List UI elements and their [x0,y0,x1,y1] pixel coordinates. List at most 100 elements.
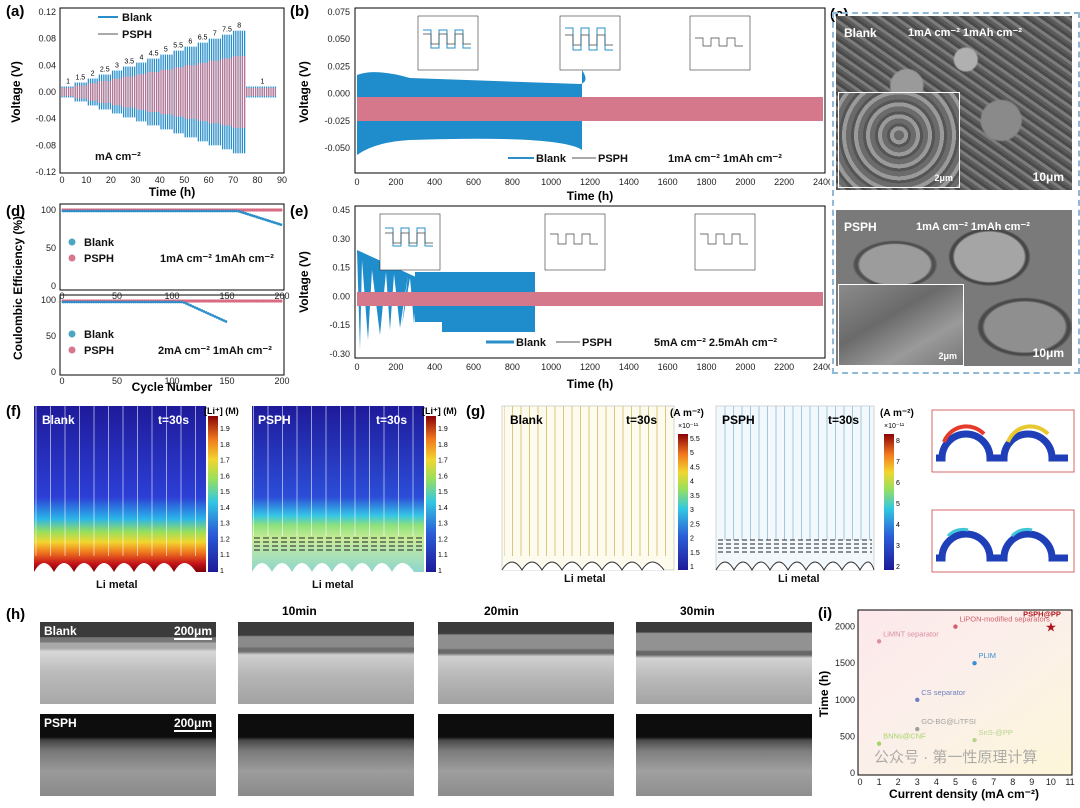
ce-point-blank [215,316,219,319]
x-tick-label: 1400 [619,177,639,187]
ce-point-psph [186,299,191,303]
panel-g-psph-surface [715,561,875,572]
panel-f-psph-time: t=30s [376,413,407,427]
sem-psph-inset: 2μm [838,284,964,366]
panel-e-ylabel: Voltage (V) [297,251,311,313]
ce-point-psph [279,208,283,212]
panel-g-3d-models [931,409,1075,573]
ce-point-blank [259,216,263,220]
x-tick-label: 10 [81,175,91,185]
colorbar-tick: 1.6 [220,473,230,480]
ce-point-psph [200,299,204,303]
ce-point-psph [277,299,281,303]
ce-point-blank [206,312,210,315]
point-label: PSPH@PP [1023,610,1061,619]
panel-g-figure: (g) Blank t=30s Li metal (A m⁻²) ×10⁻¹¹ … [466,403,1075,585]
ce-point-psph [222,299,226,303]
ce-point-blank [222,319,226,322]
ce-point-psph [250,299,254,303]
photo-blank-label: Blank [44,624,77,638]
x-tick-label: 400 [427,177,442,187]
ce-point-blank [255,215,259,219]
x-tick-label: 1000 [541,177,561,187]
ce-point-psph [250,208,254,212]
y-tick-label: 0.000 [327,89,350,99]
point-label: SnS-@PP [979,728,1013,737]
panel-f-colorbar-left-title: [Li⁺] (M) [204,406,239,416]
panel-g-blank-time: t=30s [626,413,657,427]
ce-point-psph [228,299,232,303]
data-point [915,726,920,732]
x-tick-label: 50 [112,376,122,386]
panel-d-bottom-condition: 2mA cm⁻² 1mAh cm⁻² [158,345,272,357]
rate-label: 7 [213,31,217,38]
panel-g-colorbar-left-ticks: 5.5 5 4.5 4 3.5 3 2.5 2 1.5 1 [690,436,700,571]
panel-d-xlabel: Cycle Number [132,380,213,394]
rate-label: 1.5 [75,75,85,82]
panel-e-insets [379,213,756,271]
y-tick-label: 0.04 [38,60,56,70]
x-tick-label: 1400 [619,362,639,372]
star-marker: ★ [1045,620,1057,635]
photo-blank-scale: 200μm [173,624,212,640]
ce-point-psph [211,299,215,303]
ce-point-blank [184,302,188,305]
sem-psph-inset-scale: 2μm [938,351,957,361]
ce-point-psph [259,299,263,303]
ce-point-psph [255,208,259,212]
colorbar-tick: 1 [690,564,694,571]
x-tick-label: 60 [204,175,214,185]
sem-psph-condition: 1mA cm⁻² 1mAh cm⁻² [916,221,1030,233]
ce-point-psph [263,299,268,303]
ce-point-blank [268,219,272,223]
ce-point-psph [202,299,206,303]
ce-point-blank [224,320,228,323]
panel-g-blank-li: Li metal [564,573,606,585]
ce-point-psph [257,299,261,303]
y-tick-label: -0.12 [35,167,56,177]
ce-point-psph [266,208,270,212]
x-tick-label: 20 [106,175,116,185]
panel-d-top-frame [59,203,285,291]
ce-point-psph [255,299,259,303]
colorbar-tick: 1.1 [220,552,230,559]
ce-point-psph [213,299,217,303]
x-tick-label: 150 [219,291,234,301]
y-tick-label: 500 [840,731,855,741]
panel-h-time-20: 20min [484,604,519,618]
ce-point-psph [268,208,272,212]
rate-label: 5 [164,47,168,54]
panel-g-colorbar-right-exp: ×10⁻¹¹ [884,423,905,430]
y-tick-label: 2000 [835,622,855,632]
ce-point-psph [191,299,195,303]
rate-label: 3.5 [124,59,134,66]
y-tick-label: 0.075 [327,7,350,17]
ce-point-blank [213,315,217,318]
legend-marker-psph [68,254,76,262]
panel-g-colorbar-left-exp: ×10⁻¹¹ [678,423,699,430]
li-metal-surface-blank [34,563,206,572]
photo-blank-20 [438,622,614,704]
photo-psph-10 [238,714,414,796]
x-tick-label: 1600 [658,362,678,372]
panel-g-psph-li: Li metal [778,573,820,585]
ce-point-psph [261,208,265,212]
photo-psph-20 [438,714,614,796]
ce-point-blank [270,220,274,224]
photo-psph-30 [636,714,812,796]
point-label: CS separator [921,688,966,697]
rate-label: 3 [115,63,119,70]
x-tick-label: 0 [59,291,64,301]
ce-point-blank [200,309,204,312]
rate-label: 8 [237,23,241,30]
panel-b-legend-blank: Blank [536,153,567,165]
panel-e-xlabel: Time (h) [567,377,613,391]
colorbar-tick: 2 [690,536,694,543]
panel-b-ylabel: Voltage (V) [297,61,311,123]
ce-point-blank [242,211,245,215]
y-tick-label: -0.08 [35,140,56,150]
ce-point-blank [275,221,278,225]
x-tick-label: 200 [388,362,403,372]
panel-g-colorbar-right [884,434,894,570]
rate-label: 6.5 [198,35,208,42]
